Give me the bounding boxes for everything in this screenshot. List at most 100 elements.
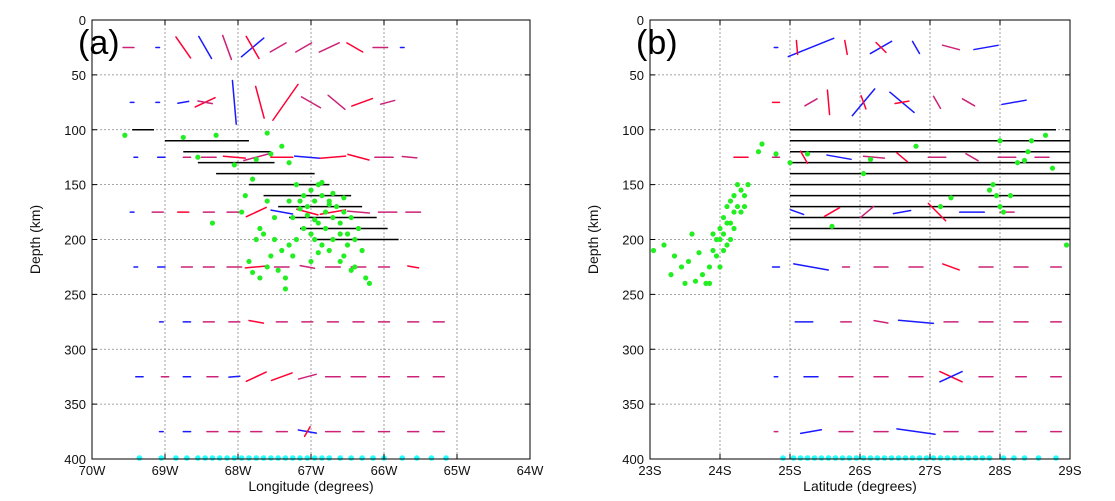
seismicity-point: [710, 231, 716, 237]
seismicity-point: [699, 272, 706, 278]
anisotropy-bar: [894, 100, 910, 105]
anisotropy-bar: [407, 265, 420, 269]
station-marker: [348, 455, 354, 461]
seismicity-point: [720, 247, 727, 254]
seismicity-point: [337, 220, 343, 226]
station-marker: [238, 455, 245, 461]
anisotropy-bar: [927, 202, 947, 222]
seismicity-point: [727, 236, 734, 243]
anisotropy-bar: [222, 155, 247, 159]
seismicity-point: [282, 275, 289, 281]
seismicity-point: [337, 258, 343, 265]
station-marker: [268, 455, 274, 461]
anisotropy-bar: [346, 42, 364, 53]
anisotropy-bar: [787, 37, 835, 58]
station-marker: [923, 455, 930, 461]
station-marker: [1053, 455, 1059, 461]
anisotropy-bar: [221, 34, 233, 61]
seismicity-point: [986, 187, 993, 193]
anisotropy-bar: [272, 83, 299, 122]
x-tick-label: 23S: [638, 463, 661, 478]
anisotropy-bar: [175, 36, 192, 59]
station-marker: [173, 455, 179, 461]
seismicity-point: [363, 275, 369, 281]
seismicity-point: [264, 264, 270, 270]
y-tick-label: 250: [64, 287, 86, 302]
y-axis-label: Depth (km): [585, 205, 601, 274]
seismicity-point: [304, 203, 310, 210]
seismicity-point: [348, 267, 354, 273]
seismicity-point: [246, 258, 252, 265]
seismicity-point: [341, 195, 347, 201]
anisotropy-bar: [932, 95, 942, 110]
y-tick-label: 400: [622, 452, 644, 467]
seismicity-point: [286, 160, 292, 166]
seismicity-point: [717, 225, 723, 232]
seismicity-point: [759, 141, 765, 147]
station-marker: [1021, 455, 1028, 461]
x-tick-label: 25S: [778, 463, 801, 478]
seismicity-point: [293, 236, 299, 243]
station-marker: [1035, 455, 1042, 461]
x-tick-label: 26S: [848, 463, 871, 478]
y-tick-label: 50: [72, 68, 86, 83]
seismicity-point: [713, 253, 720, 259]
x-tick-label: 69W: [152, 463, 179, 478]
anisotropy-bar: [859, 205, 875, 219]
station-marker: [275, 455, 281, 461]
station-marker: [804, 455, 811, 461]
station-marker: [818, 455, 825, 461]
anisotropy-bar: [896, 428, 936, 435]
station-marker: [253, 455, 260, 461]
seismicity-point: [297, 198, 303, 204]
station-marker: [370, 455, 376, 461]
seismicity-point: [271, 236, 278, 243]
station-marker: [359, 455, 365, 461]
anisotropy-bar: [826, 154, 852, 161]
station-marker: [399, 455, 406, 461]
seismicity-point: [195, 154, 201, 160]
anisotropy-bar: [346, 210, 371, 214]
panel-label: (b): [636, 24, 678, 62]
anisotropy-bar: [875, 41, 887, 54]
seismicity-point: [268, 253, 274, 259]
seismicity-point: [293, 182, 299, 188]
station-marker: [881, 455, 888, 461]
seismicity-point: [264, 198, 270, 204]
seismicity-point: [337, 231, 343, 237]
seismicity-point: [937, 203, 944, 210]
seismicity-point: [738, 187, 744, 193]
seismicity-point: [301, 193, 307, 199]
station-marker: [319, 455, 325, 461]
anisotropy-bar: [892, 209, 912, 215]
seismicity-point: [352, 236, 358, 243]
anisotropy-bar: [799, 428, 823, 435]
anisotropy-bar: [270, 209, 294, 215]
x-tick-label: 67W: [298, 463, 325, 478]
anisotropy-bar: [826, 89, 831, 116]
y-tick-label: 0: [79, 13, 86, 28]
anisotropy-bar: [961, 98, 976, 107]
anisotropy-bar: [197, 100, 214, 105]
station-marker: [797, 455, 804, 461]
seismicity-point: [1021, 157, 1028, 164]
seismicity-point: [948, 195, 954, 201]
seismicity-point: [253, 236, 259, 243]
seismicity-point: [706, 280, 713, 286]
station-marker: [1011, 455, 1017, 461]
anisotropy-bar: [973, 44, 999, 51]
seismicity-point: [319, 242, 325, 248]
station-marker: [195, 455, 201, 461]
anisotropy-bar: [1001, 99, 1027, 106]
station-marker: [202, 455, 208, 461]
seismicity-point: [231, 162, 237, 168]
station-marker: [428, 455, 435, 461]
station-marker: [311, 455, 318, 461]
seismicity-point: [731, 225, 737, 232]
station-marker: [937, 455, 944, 461]
panel-b: 23S 24S 25S 26S 27S 28S 29S 0 50 100 150 200 250 300 3…: [585, 13, 1082, 494]
anisotropy-bar: [844, 39, 848, 56]
seismicity-point: [330, 214, 336, 221]
seismicity-point: [209, 220, 216, 226]
seismicity-point: [326, 247, 332, 254]
